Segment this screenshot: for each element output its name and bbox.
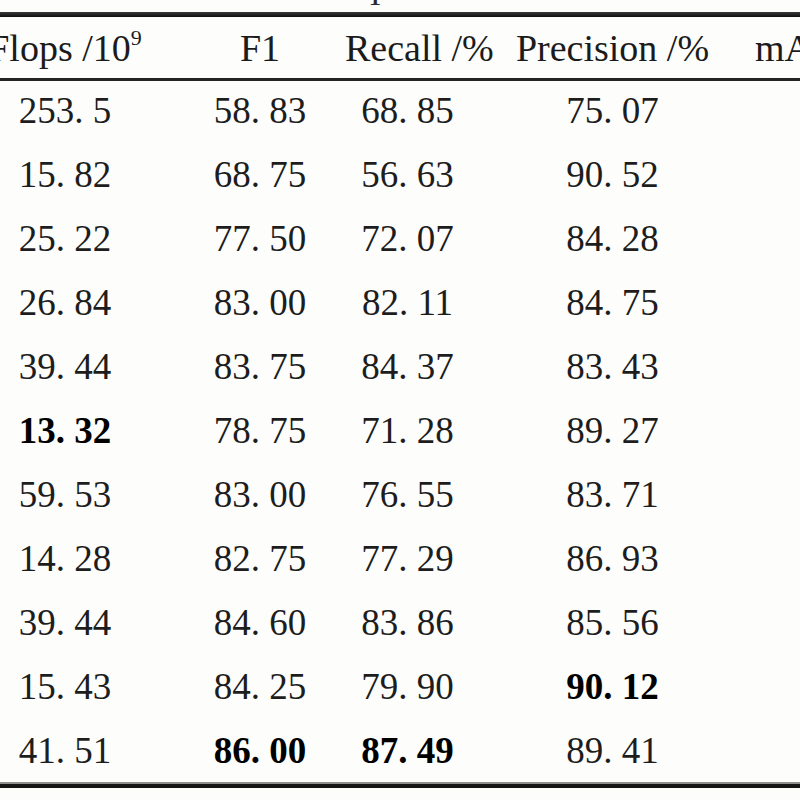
table-row: 39. 44 83. 75 84. 37 83. 43	[0, 334, 800, 398]
cell-recall: 82. 11	[345, 284, 470, 321]
cell-precision: 90. 52	[470, 156, 755, 193]
cell-precision: 85. 56	[470, 604, 755, 641]
cell-f1: 68. 75	[175, 156, 345, 193]
cell-flops: 253. 5	[0, 92, 175, 129]
cell-recall: 71. 28	[345, 412, 470, 449]
cell-recall: 68. 85	[345, 92, 470, 129]
table-row: 14. 28 82. 75 77. 29 86. 93	[0, 526, 800, 590]
table-row: 41. 51 86. 00 87. 49 89. 41	[0, 718, 800, 782]
cell-precision: 89. 27	[470, 412, 755, 449]
table-row: 15. 43 84. 25 79. 90 90. 12	[0, 654, 800, 718]
cell-precision: 84. 75	[470, 284, 755, 321]
cell-flops: 39. 44	[0, 604, 175, 641]
cell-flops: 41. 51	[0, 732, 175, 769]
cell-precision: 75. 07	[470, 92, 755, 129]
cropped-caption-glyph: l	[370, 0, 381, 11]
flops-exponent: 9	[131, 25, 142, 50]
cell-f1: 82. 75	[175, 540, 345, 577]
cell-precision: 84. 28	[470, 220, 755, 257]
cell-precision: 83. 43	[470, 348, 755, 385]
cell-f1: 78. 75	[175, 412, 345, 449]
cell-precision: 90. 12	[470, 668, 755, 705]
cell-recall: 79. 90	[345, 668, 470, 705]
column-header-map: mAP	[755, 29, 800, 67]
table-row: 26. 84 83. 00 82. 11 84. 75	[0, 270, 800, 334]
cell-recall: 77. 29	[345, 540, 470, 577]
cell-f1: 83. 00	[175, 284, 345, 321]
cell-precision: 83. 71	[470, 476, 755, 513]
cell-f1: 83. 75	[175, 348, 345, 385]
cell-flops: 59. 53	[0, 476, 175, 513]
cell-flops: 25. 22	[0, 220, 175, 257]
cell-f1: 77. 50	[175, 220, 345, 257]
cell-recall: 72. 07	[345, 220, 470, 257]
table-row: 15. 82 68. 75 56. 63 90. 52	[0, 142, 800, 206]
table-row: 25. 22 77. 50 72. 07 84. 28	[0, 206, 800, 270]
cell-f1: 86. 00	[175, 732, 345, 769]
paper-table-screenshot: l Flops /109 F1 Recall /% Precision /% m…	[0, 0, 800, 800]
cell-f1: 83. 00	[175, 476, 345, 513]
cell-recall: 84. 37	[345, 348, 470, 385]
cell-flops: 13. 32	[0, 412, 175, 449]
cell-recall: 87. 49	[345, 732, 470, 769]
table-row: 253. 5 58. 83 68. 85 75. 07	[0, 78, 800, 142]
cell-flops: 15. 43	[0, 668, 175, 705]
table-row: 13. 32 78. 75 71. 28 89. 27	[0, 398, 800, 462]
cell-f1: 84. 60	[175, 604, 345, 641]
cell-f1: 58. 83	[175, 92, 345, 129]
cell-recall: 56. 63	[345, 156, 470, 193]
cell-f1: 84. 25	[175, 668, 345, 705]
results-table: Flops /109 F1 Recall /% Precision /% mAP…	[0, 17, 800, 782]
column-header-recall: Recall /%	[345, 29, 470, 67]
cell-flops: 15. 82	[0, 156, 175, 193]
column-header-flops: Flops /109	[0, 29, 175, 67]
table-row: 39. 44 84. 60 83. 86 85. 56	[0, 590, 800, 654]
cell-flops: 26. 84	[0, 284, 175, 321]
cell-precision: 86. 93	[470, 540, 755, 577]
cell-recall: 83. 86	[345, 604, 470, 641]
table-bottom-rule	[0, 782, 800, 788]
table-row: 59. 53 83. 00 76. 55 83. 71	[0, 462, 800, 526]
cell-precision: 89. 41	[470, 732, 755, 769]
column-header-f1: F1	[175, 29, 345, 67]
cell-flops: 14. 28	[0, 540, 175, 577]
table-header-row: Flops /109 F1 Recall /% Precision /% mAP	[0, 17, 800, 78]
cell-flops: 39. 44	[0, 348, 175, 385]
column-header-precision: Precision /%	[470, 29, 755, 67]
cell-recall: 76. 55	[345, 476, 470, 513]
